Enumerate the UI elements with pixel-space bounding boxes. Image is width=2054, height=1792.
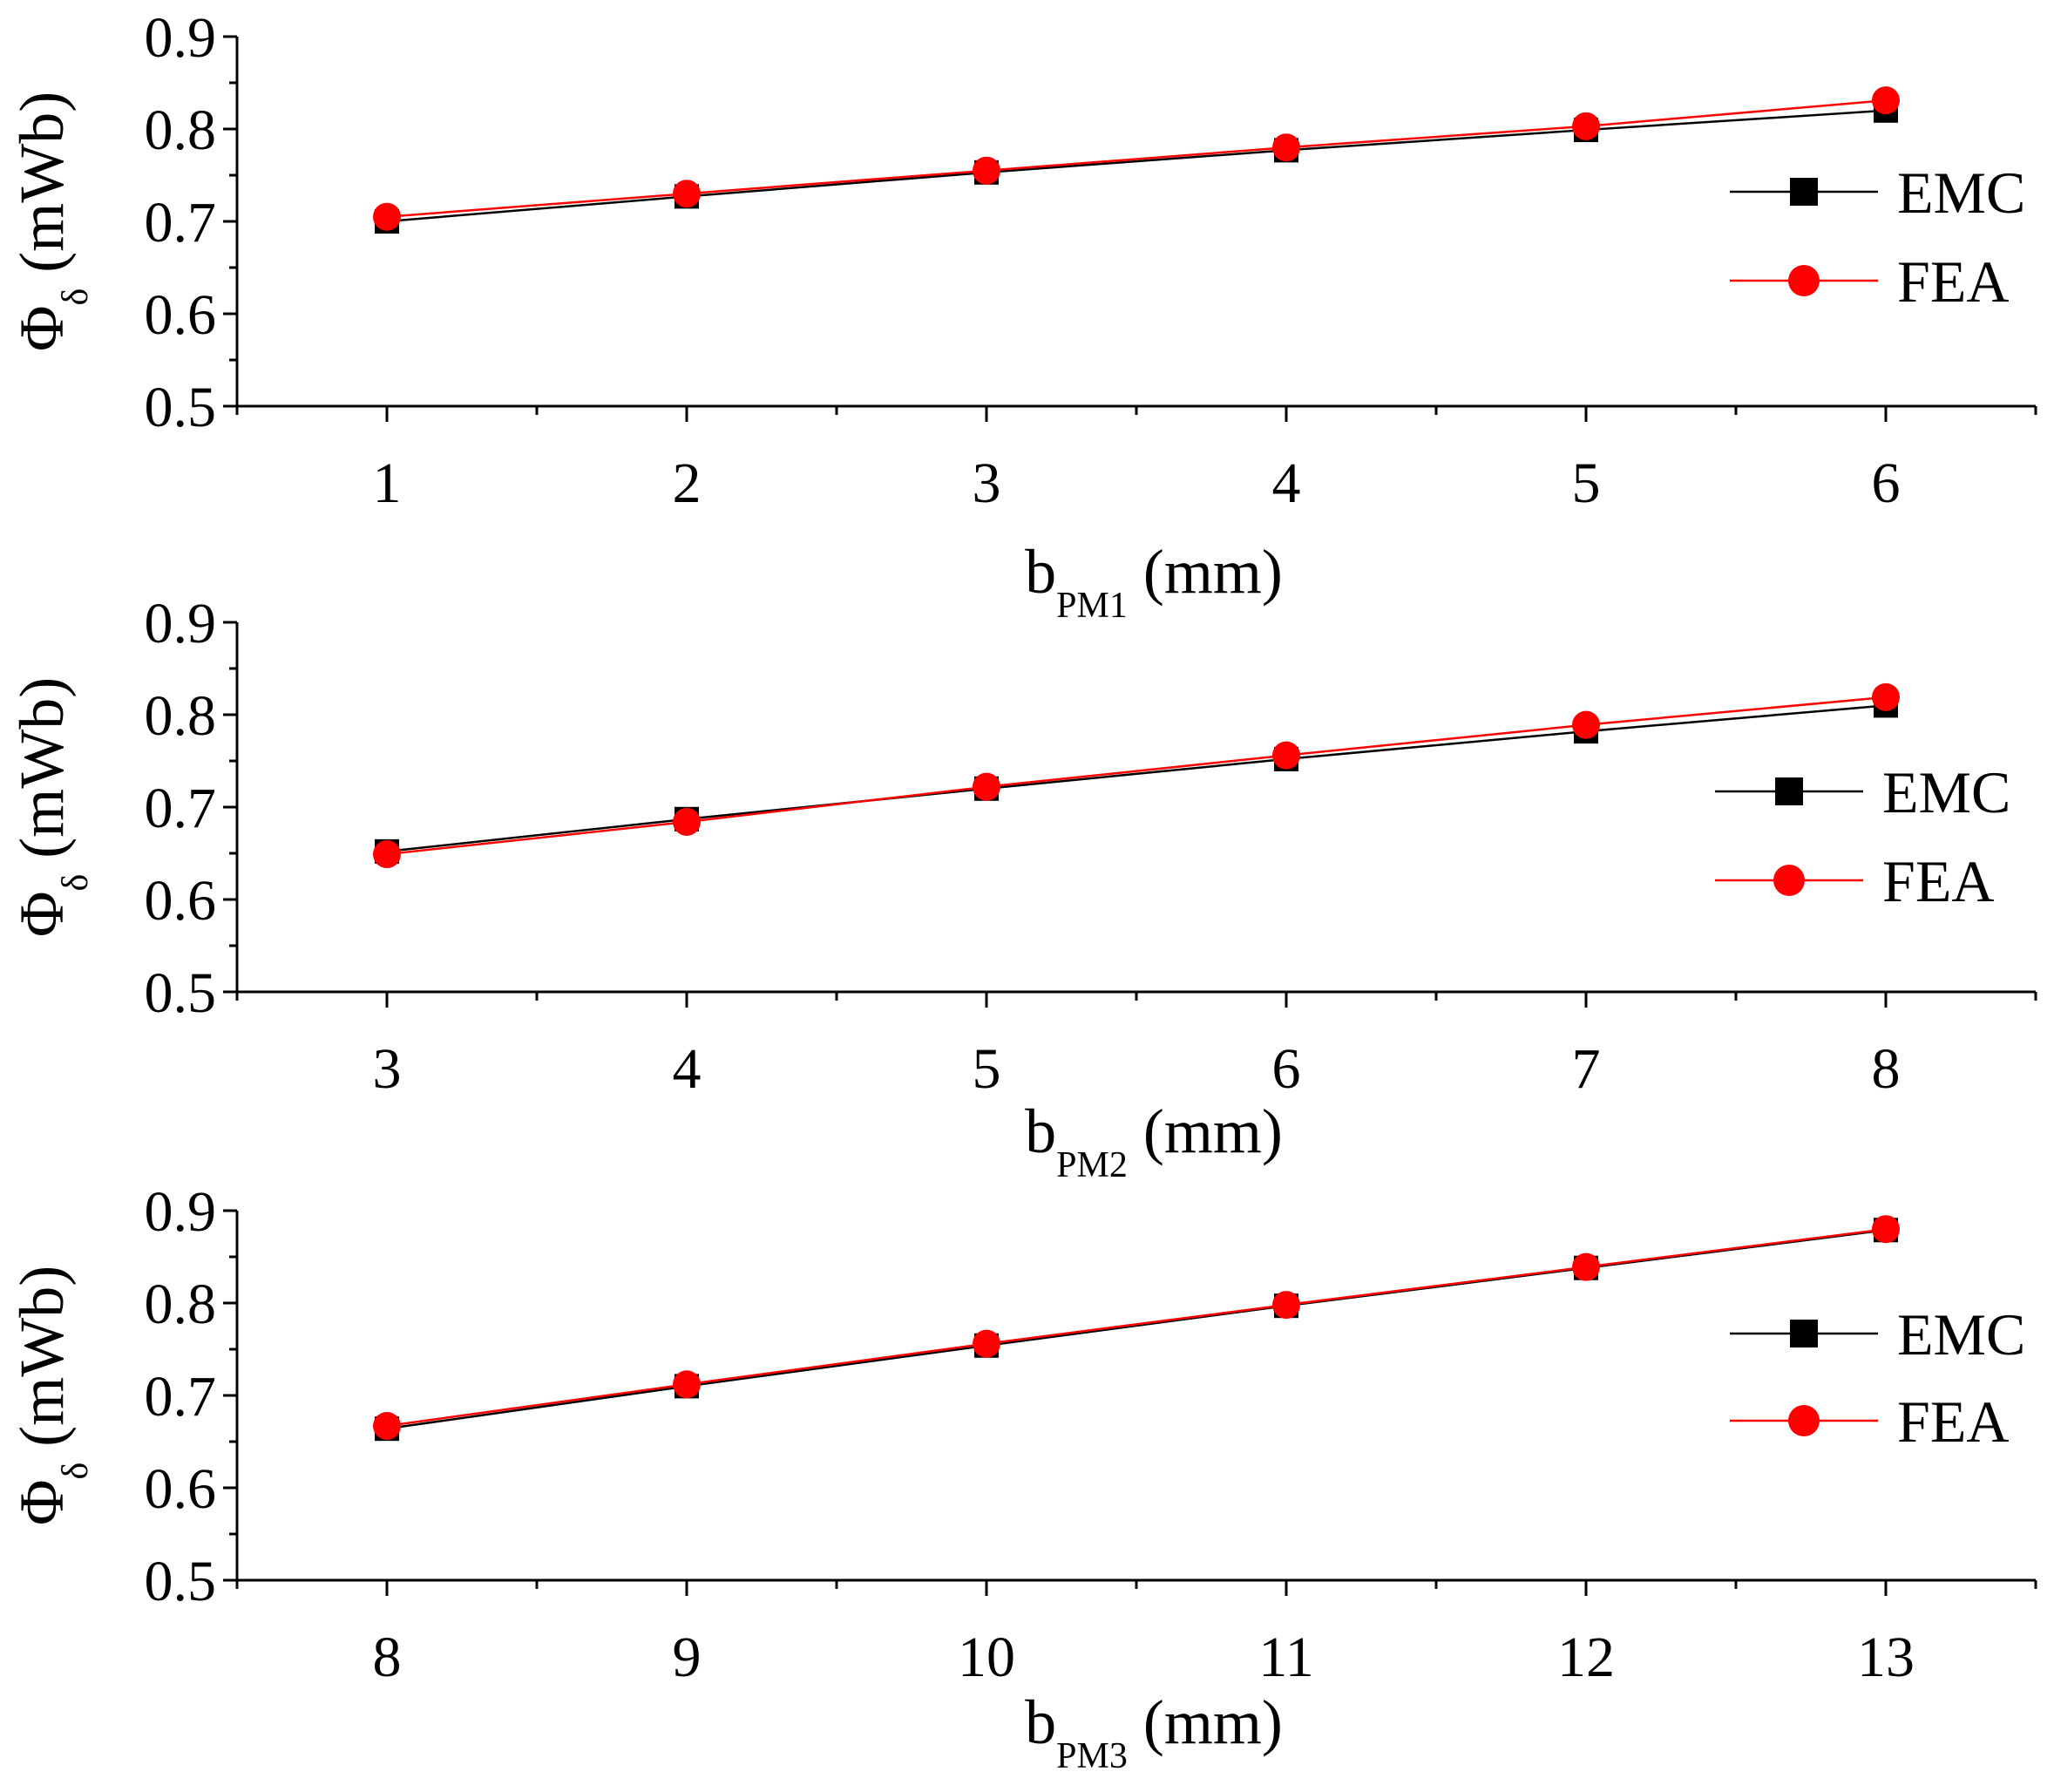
y-axis-label-main: Φ [7, 892, 77, 938]
y-axis-label-unit: (mWb) [7, 92, 77, 288]
x-tick-label: 4 [673, 1037, 702, 1101]
y-tick-label: 0.5 [145, 376, 217, 439]
chart-panel-1: 0.5 0.6 0.7 0.8 0.9 1 2 3 4 5 6 bPM1 (mm) Φδ (mWb) EM… [7, 6, 2037, 626]
data-point-fea [1272, 133, 1300, 162]
x-axis-label: bPM3 (mm) [1025, 1687, 1283, 1776]
legend-marker-fea [1788, 1405, 1820, 1436]
chart-panel-3: 0.5 0.6 0.7 0.8 0.9 8 9 10 11 12 13 bPM3 (mm) Φδ (mW… [7, 1180, 2037, 1776]
y-tick-label: 0.8 [145, 98, 217, 162]
x-axis-label-unit: (mm) [1128, 537, 1283, 607]
y-tick-label: 0.5 [145, 961, 217, 1025]
data-point-fea [973, 772, 1000, 801]
y-axis-label: Φδ (mWb) [7, 677, 96, 937]
data-point-fea [373, 1411, 401, 1440]
legend-label-fea: FEA [1882, 848, 1994, 914]
data-point-fea [1272, 1291, 1300, 1320]
legend-label-emc: EMC [1897, 160, 2025, 226]
legend-label-emc: EMC [1882, 759, 2010, 825]
y-tick-label: 0.6 [145, 1457, 217, 1521]
y-axis-label-unit: (mWb) [7, 677, 77, 874]
x-axis-label-sub: PM3 [1056, 1736, 1128, 1776]
x-axis-label-sub: PM1 [1056, 586, 1128, 626]
legend-marker-fea [1788, 265, 1820, 296]
y-axis-label-sub: δ [56, 1463, 96, 1480]
legend-marker-emc [1790, 178, 1818, 206]
legend-label-emc: EMC [1897, 1301, 2025, 1368]
x-tick-label: 12 [1557, 1626, 1615, 1689]
y-tick-label: 0.7 [145, 1365, 217, 1429]
x-tick-label: 8 [373, 1626, 402, 1689]
x-tick-label: 4 [1272, 451, 1301, 515]
y-tick-label: 0.8 [145, 684, 217, 748]
y-axis-label: Φδ (mWb) [7, 1266, 96, 1525]
data-point-fea [1572, 112, 1600, 140]
y-tick-label: 0.9 [145, 592, 217, 655]
series-line-fea [386, 696, 1887, 856]
y-tick-label: 0.7 [145, 777, 217, 840]
x-axis-label-sub: PM2 [1056, 1145, 1128, 1185]
data-point-fea [373, 840, 401, 869]
x-tick-label: 2 [673, 451, 702, 515]
series-line-emc [386, 704, 1887, 853]
data-point-fea [1572, 1252, 1600, 1281]
x-tick-label: 3 [973, 451, 1001, 515]
y-tick-label: 0.6 [145, 869, 217, 933]
data-point-fea [673, 807, 701, 836]
data-point-fea [1272, 741, 1300, 770]
legend-marker-fea [1773, 865, 1805, 896]
x-tick-label: 5 [973, 1037, 1001, 1101]
data-point-fea [973, 1329, 1000, 1358]
y-axis-label-main: Φ [7, 1480, 77, 1526]
x-tick-label: 10 [958, 1626, 1015, 1689]
x-axis-label: bPM2 (mm) [1025, 1096, 1283, 1185]
y-tick-label: 0.9 [145, 6, 217, 70]
y-tick-label: 0.6 [145, 283, 217, 347]
x-tick-label: 5 [1572, 451, 1601, 515]
data-point-fea [673, 1370, 701, 1399]
x-axis-label-unit: (mm) [1128, 1096, 1283, 1166]
data-point-fea [973, 156, 1000, 185]
x-tick-label: 3 [373, 1037, 402, 1101]
series-line-emc [386, 1229, 1887, 1430]
y-axis-label-sub: δ [56, 288, 96, 306]
legend-marker-emc [1775, 777, 1803, 805]
data-point-fea [1872, 682, 1900, 711]
legend-label-fea: FEA [1897, 248, 2009, 315]
x-tick-label: 6 [1872, 451, 1901, 515]
data-point-fea [373, 202, 401, 231]
data-point-fea [1572, 710, 1600, 739]
x-tick-label: 6 [1272, 1037, 1301, 1101]
legend-marker-emc [1790, 1320, 1818, 1347]
x-axis-label: bPM1 (mm) [1025, 537, 1283, 626]
series-line-fea [386, 1227, 1887, 1428]
x-axis-label-main: b [1025, 1096, 1056, 1166]
x-tick-label: 9 [673, 1626, 702, 1689]
series-line-emc [386, 109, 1887, 223]
x-tick-label: 1 [373, 451, 402, 515]
data-point-fea [673, 180, 701, 208]
x-axis-label-main: b [1025, 1687, 1056, 1757]
y-axis-label-sub: δ [56, 874, 96, 892]
data-point-fea [1872, 1215, 1900, 1244]
x-tick-label: 8 [1872, 1037, 1901, 1101]
x-tick-label: 13 [1857, 1626, 1915, 1689]
series-line-fea [386, 98, 1887, 218]
chart-panel-2: 0.5 0.6 0.7 0.8 0.9 3 4 5 6 7 8 bPM2 (mm) Φδ (mWb) EM… [7, 592, 2037, 1185]
x-tick-label: 7 [1572, 1037, 1601, 1101]
y-axis-label: Φδ (mWb) [7, 92, 96, 351]
data-point-fea [1872, 86, 1900, 115]
legend-label-fea: FEA [1897, 1388, 2009, 1455]
x-tick-label: 11 [1258, 1626, 1314, 1689]
y-axis-label-unit: (mWb) [7, 1266, 77, 1463]
y-tick-label: 0.8 [145, 1273, 217, 1336]
x-axis-label-main: b [1025, 537, 1056, 607]
y-tick-label: 0.5 [145, 1550, 217, 1613]
x-axis-label-unit: (mm) [1128, 1687, 1283, 1757]
y-axis-label-main: Φ [7, 306, 77, 352]
y-tick-label: 0.7 [145, 191, 217, 255]
y-tick-label: 0.9 [145, 1180, 217, 1244]
